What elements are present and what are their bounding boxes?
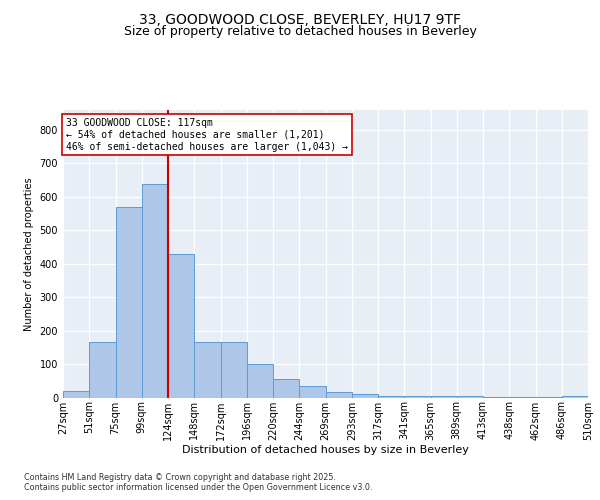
Bar xyxy=(247,364,273,398)
Bar xyxy=(378,396,404,398)
Bar xyxy=(273,379,299,398)
Bar xyxy=(325,392,352,398)
Text: Contains HM Land Registry data © Crown copyright and database right 2025.
Contai: Contains HM Land Registry data © Crown c… xyxy=(24,472,373,492)
Bar xyxy=(562,396,588,398)
Text: 33, GOODWOOD CLOSE, BEVERLEY, HU17 9TF: 33, GOODWOOD CLOSE, BEVERLEY, HU17 9TF xyxy=(139,12,461,26)
X-axis label: Distribution of detached houses by size in Beverley: Distribution of detached houses by size … xyxy=(182,445,469,455)
Text: Size of property relative to detached houses in Beverley: Size of property relative to detached ho… xyxy=(124,25,476,38)
Bar xyxy=(115,207,142,398)
Bar xyxy=(299,386,325,398)
Y-axis label: Number of detached properties: Number of detached properties xyxy=(24,177,34,330)
Text: 33 GOODWOOD CLOSE: 117sqm
← 54% of detached houses are smaller (1,201)
46% of se: 33 GOODWOOD CLOSE: 117sqm ← 54% of detac… xyxy=(65,118,347,152)
Bar xyxy=(168,254,194,398)
Bar xyxy=(404,396,431,398)
Bar xyxy=(483,397,509,398)
Bar xyxy=(221,342,247,398)
Bar xyxy=(89,342,115,398)
Bar xyxy=(457,396,483,398)
Bar xyxy=(63,391,89,398)
Bar xyxy=(142,184,168,398)
Bar xyxy=(352,394,378,398)
Bar xyxy=(194,342,221,398)
Bar xyxy=(431,396,457,398)
